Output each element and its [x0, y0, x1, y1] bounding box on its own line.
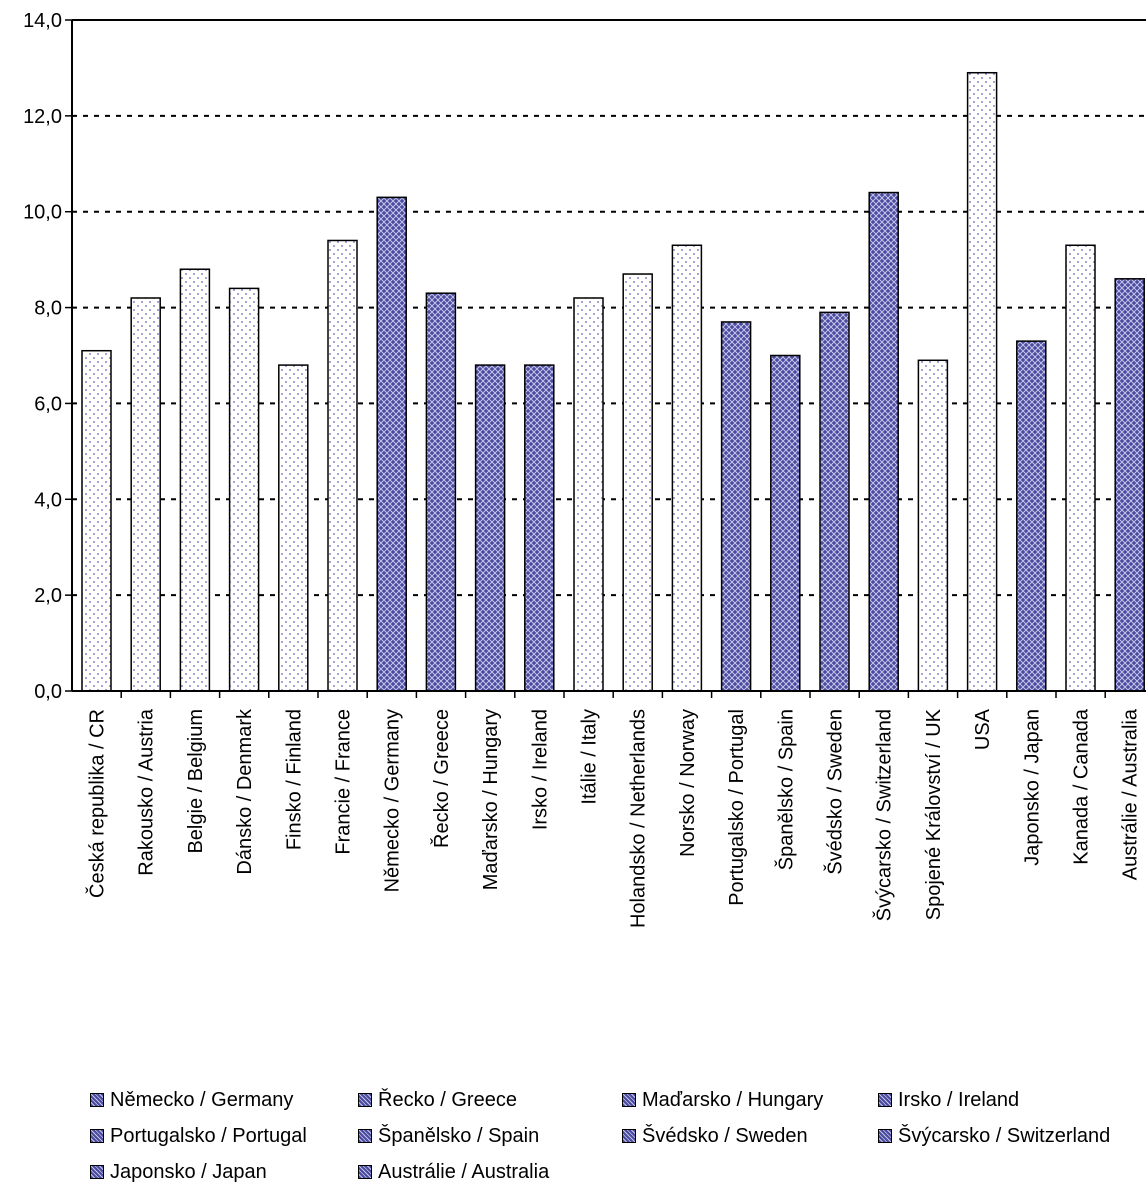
- legend-label: Japonsko / Japan: [110, 1161, 267, 1183]
- legend-swatch: [622, 1129, 636, 1143]
- legend-swatch: [90, 1165, 104, 1179]
- bar: [819, 311, 850, 692]
- x-tick-label: Portugalsko / Portugal: [726, 709, 748, 906]
- x-tick-label: Belgie / Belgium: [185, 709, 207, 854]
- y-tick-label: 0,0: [34, 681, 62, 703]
- legend-item: Japonsko / Japan: [90, 1157, 267, 1187]
- bar: [868, 191, 899, 692]
- legend-label: Austrálie / Australia: [378, 1161, 550, 1183]
- legend-label: Španělsko / Spain: [378, 1125, 540, 1147]
- bar: [130, 297, 161, 692]
- x-tick-label: Řecko / Greece: [430, 709, 453, 848]
- legend-item: Švýcarsko / Switzerland: [878, 1121, 1110, 1151]
- legend-swatch: [90, 1093, 104, 1107]
- legend-item: Irsko / Ireland: [878, 1085, 1019, 1115]
- x-tick-label: Kanada / Canada: [1071, 708, 1093, 865]
- legend-label: Švýcarsko / Switzerland: [898, 1125, 1111, 1147]
- bar: [81, 349, 112, 692]
- legend: Německo / Germany Řecko / Greece Maďarsko …: [90, 1085, 1146, 1193]
- bar: [622, 273, 653, 692]
- legend-swatch: [358, 1093, 372, 1107]
- x-tick-label: Holandsko / Netherlands: [628, 709, 650, 928]
- bar: [524, 364, 555, 692]
- bar: [327, 239, 358, 692]
- y-tick-label: 12,0: [23, 106, 62, 128]
- x-tick-label: Švýcarsko / Switzerland: [873, 709, 896, 921]
- legend-swatch: [878, 1129, 892, 1143]
- legend-label: Německo / Germany: [110, 1089, 294, 1111]
- x-tick-label: Švédsko / Sweden: [824, 709, 847, 875]
- x-tick-label: Španělsko / Spain: [774, 709, 797, 870]
- bar: [376, 196, 407, 692]
- y-tick-label: 2,0: [34, 585, 62, 607]
- bar: [1114, 278, 1145, 692]
- bar: [228, 287, 260, 692]
- legend-label: Maďarsko / Hungary: [642, 1089, 824, 1111]
- legend-swatch: [90, 1129, 104, 1143]
- legend-item: Německo / Germany: [90, 1085, 293, 1115]
- x-tick-label: Itálie / Italy: [579, 709, 601, 805]
- x-tick-label: Rakousko / Austria: [136, 708, 158, 876]
- legend-label: Švédsko / Sweden: [642, 1125, 808, 1147]
- x-tick-label: Japonsko / Japan: [1021, 709, 1043, 866]
- bar: [720, 321, 752, 692]
- y-tick-label: 6,0: [34, 393, 62, 415]
- legend-swatch: [878, 1093, 892, 1107]
- bar: [573, 297, 604, 692]
- bar: [278, 364, 309, 692]
- x-tick-label: Maďarsko / Hungary: [480, 709, 502, 890]
- x-tick-label: Austrálie / Australia: [1120, 708, 1142, 880]
- x-tick-label: Finsko / Finland: [283, 709, 305, 850]
- bar: [671, 244, 703, 692]
- x-tick-label: Dánsko / Denmark: [234, 708, 256, 875]
- y-tick-label: 4,0: [34, 489, 62, 511]
- legend-item: Maďarsko / Hungary: [622, 1085, 823, 1115]
- bar: [474, 364, 506, 692]
- bar: [966, 71, 998, 692]
- y-tick-label: 10,0: [23, 202, 62, 224]
- legend-swatch: [622, 1093, 636, 1107]
- y-tick-label: 14,0: [23, 10, 62, 32]
- legend-item: Portugalsko / Portugal: [90, 1121, 307, 1151]
- legend-swatch: [358, 1129, 372, 1143]
- legend-label: Řecko / Greece: [378, 1089, 517, 1111]
- legend-swatch: [358, 1165, 372, 1179]
- bar: [917, 359, 949, 692]
- bar: [1065, 244, 1096, 692]
- x-tick-label: Irsko / Ireland: [529, 709, 551, 830]
- x-tick-label: Francie / France: [333, 709, 355, 855]
- bar: [179, 268, 211, 692]
- bar-chart: 0,0 2,0 4,0 6,0 8,0 10,0 12,0 14,0 Česká republ…: [23, 10, 1146, 928]
- legend-item: Španělsko / Spain: [358, 1121, 539, 1151]
- x-tick-label: Spojené Království / UK: [923, 708, 945, 920]
- legend-label: Irsko / Ireland: [898, 1089, 1020, 1111]
- bar: [1016, 340, 1047, 692]
- legend-item: Švédsko / Sweden: [622, 1121, 808, 1151]
- x-tick-label: USA: [972, 708, 994, 750]
- x-tick-label: Česká republika / CR: [86, 709, 109, 898]
- x-tick-label: Německo / Germany: [382, 709, 404, 892]
- legend-item: Austrálie / Australia: [358, 1157, 549, 1187]
- legend-label: Portugalsko / Portugal: [110, 1125, 307, 1147]
- bar: [425, 292, 457, 692]
- bar: [770, 354, 801, 692]
- legend-item: Řecko / Greece: [358, 1085, 517, 1115]
- y-tick-label: 8,0: [34, 298, 62, 320]
- x-tick-label: Norsko / Norway: [677, 709, 699, 857]
